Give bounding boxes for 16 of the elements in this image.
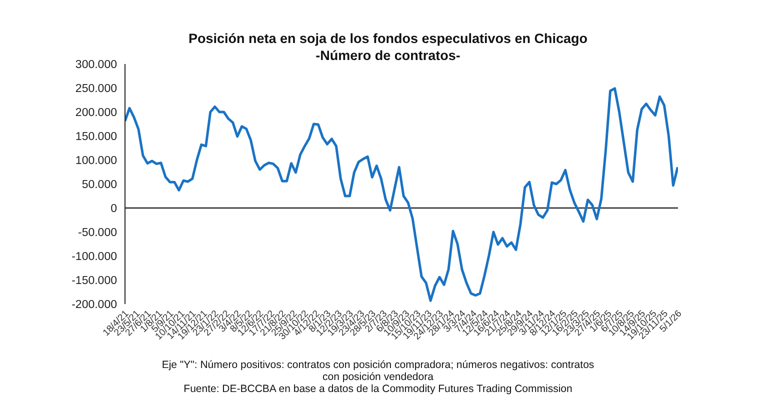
y-tick-label: 150.000 — [75, 131, 117, 144]
text: Eje "Y": Número positivos: contratos con posición compradora; números negativos: contratos con posición vendedora — [160, 359, 596, 383]
y-tick-label: -200.000 — [72, 299, 117, 312]
y-tick-label: 250.000 — [75, 83, 117, 96]
y-tick-label: -100.000 — [72, 251, 117, 264]
line-series — [125, 87, 678, 302]
y-tick-label: 0 — [110, 203, 117, 216]
y-tick-label: 200.000 — [75, 107, 117, 120]
chart-title: Posición neta en soja de los fondos especulativos en Chicago — [187, 30, 589, 47]
y-tick-label: -150.000 — [72, 275, 117, 288]
y-tick-label: 300.000 — [75, 59, 117, 72]
y-tick-label: 50.000 — [82, 179, 117, 192]
y-tick-label: 100.000 — [75, 155, 117, 168]
y-tick-label: -50.000 — [78, 227, 117, 240]
chart-subtitle: -Número de contratos- — [316, 48, 460, 63]
source-note: Fuente: DE-BCCBA en base a datos de la Commodity Futures Trading Commission — [182, 383, 574, 395]
